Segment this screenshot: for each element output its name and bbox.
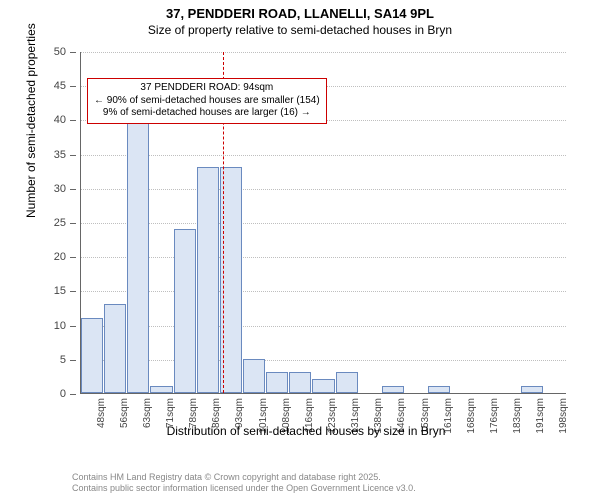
y-tick-label: 45 <box>36 80 66 92</box>
chart-title-block: 37, PENDDERI ROAD, LLANELLI, SA14 9PL Si… <box>0 0 600 37</box>
y-tick <box>70 257 76 258</box>
y-tick-label: 0 <box>36 388 66 400</box>
histogram-bar <box>104 304 126 393</box>
y-tick-label: 25 <box>36 217 66 229</box>
y-tick-label: 15 <box>36 285 66 297</box>
plot-area: 37 PENDDERI ROAD: 94sqm← 90% of semi-det… <box>80 52 566 394</box>
histogram-bar <box>243 359 265 393</box>
y-tick-label: 35 <box>36 149 66 161</box>
histogram-bar <box>81 318 103 393</box>
y-tick-label: 10 <box>36 320 66 332</box>
grid-line <box>81 189 566 190</box>
histogram-bar <box>197 167 219 393</box>
histogram-bar <box>127 119 149 393</box>
y-tick <box>70 52 76 53</box>
y-tick <box>70 155 76 156</box>
grid-line <box>81 52 566 53</box>
grid-line <box>81 360 566 361</box>
grid-line <box>81 326 566 327</box>
y-tick-label: 20 <box>36 251 66 263</box>
grid-line <box>81 257 566 258</box>
y-tick <box>70 394 76 395</box>
footer: Contains HM Land Registry data © Crown c… <box>72 472 416 494</box>
y-tick <box>70 120 76 121</box>
y-tick <box>70 86 76 87</box>
title-line-2: Size of property relative to semi-detach… <box>0 23 600 37</box>
footer-line-1: Contains HM Land Registry data © Crown c… <box>72 472 416 483</box>
histogram-bar <box>336 372 358 393</box>
histogram-bar <box>382 386 404 393</box>
histogram-bar <box>521 386 543 393</box>
y-tick <box>70 291 76 292</box>
annotation-line: ← 90% of semi-detached houses are smalle… <box>94 95 320 108</box>
title-line-1: 37, PENDDERI ROAD, LLANELLI, SA14 9PL <box>0 6 600 21</box>
histogram-bar <box>266 372 288 393</box>
histogram-bar <box>150 386 172 393</box>
grid-line <box>81 223 566 224</box>
chart-container: Number of semi-detached properties 05101… <box>36 48 576 436</box>
y-tick-label: 30 <box>36 183 66 195</box>
histogram-bar <box>289 372 311 393</box>
histogram-bar <box>312 379 334 393</box>
x-axis-title: Distribution of semi-detached houses by … <box>36 424 576 438</box>
footer-line-2: Contains public sector information licen… <box>72 483 416 494</box>
y-tick <box>70 223 76 224</box>
histogram-bar <box>428 386 450 393</box>
histogram-bar <box>174 229 196 393</box>
y-tick-label: 5 <box>36 354 66 366</box>
annotation-box: 37 PENDDERI ROAD: 94sqm← 90% of semi-det… <box>87 78 327 124</box>
annotation-line: 9% of semi-detached houses are larger (1… <box>94 107 320 120</box>
annotation-line: 37 PENDDERI ROAD: 94sqm <box>94 82 320 95</box>
grid-line <box>81 155 566 156</box>
y-tick <box>70 189 76 190</box>
y-tick <box>70 360 76 361</box>
y-tick-label: 50 <box>36 46 66 58</box>
y-tick <box>70 326 76 327</box>
grid-line <box>81 291 566 292</box>
y-tick-label: 40 <box>36 114 66 126</box>
